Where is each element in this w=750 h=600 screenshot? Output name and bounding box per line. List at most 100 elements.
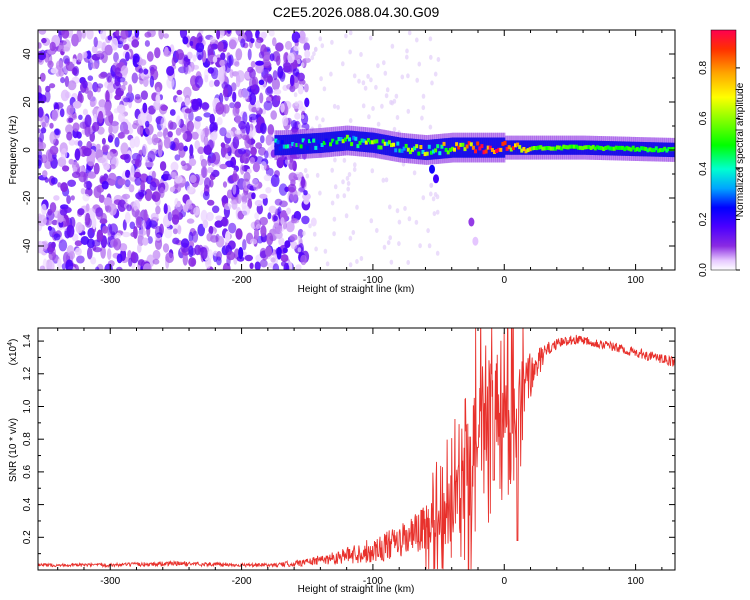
spectrogram-band-edge [499, 137, 502, 158]
spectrogram-noise-cell [107, 248, 112, 260]
spectrogram-noise-cell [221, 81, 228, 90]
spectrogram-noise-cell [147, 150, 156, 162]
spectrogram-noise-cell [278, 237, 285, 246]
spectrogram-noise-cell [222, 181, 228, 188]
spectrogram-noise-cell [186, 218, 195, 224]
spectrogram-noise-cell [81, 30, 86, 39]
spectrogram-band-core [619, 145, 622, 150]
spectrogram-faint-cell [315, 115, 319, 121]
spectrogram-noise-cell [65, 124, 74, 135]
spectrogram-faint-cell [394, 93, 399, 99]
spectrogram-noise-cell [176, 115, 181, 127]
spectrogram-noise-cell [278, 183, 288, 196]
spectrogram-noise-cell [127, 84, 133, 94]
spectrogram-band-core [417, 151, 421, 156]
spectrogram-noise-cell [140, 90, 148, 100]
spectrogram-band-edge [357, 131, 360, 152]
snr-xtick-label: -300 [100, 576, 120, 587]
spectrogram-noise-cell [273, 215, 278, 222]
spectrogram-noise-cell [158, 30, 165, 40]
spectrogram-noise-cell [116, 253, 123, 264]
spectrogram-band-core [530, 146, 534, 151]
spectrogram-band-core [661, 148, 665, 153]
spectrogram-noise-cell [288, 172, 298, 182]
spectrogram-band-core [301, 138, 305, 143]
spectrogram-noise-cell [186, 51, 193, 60]
spectrogram-noise-cell [254, 261, 261, 270]
spectrogram-noise-cell [229, 102, 235, 109]
spectrogram-noise-cell [184, 97, 191, 107]
spectrogram-band-edge [388, 135, 392, 156]
spectrogram-faint-cell [346, 181, 351, 186]
spectrogram-noise-cell [273, 88, 282, 95]
spectrogram-faint-cell [341, 61, 345, 67]
spectrogram-noise-cell [295, 264, 302, 270]
spectrogram-faint-cell [429, 182, 434, 188]
spectrogram-noise-cell [256, 203, 263, 215]
spectrogram-noise-cell [96, 229, 104, 242]
spectrogram-noise-cell [182, 36, 189, 45]
snr-xtick-label: -200 [232, 576, 252, 587]
spectrogram-band-core [673, 146, 675, 151]
spectrogram-noise-cell [171, 56, 177, 67]
spectrogram-noise-cell [120, 65, 129, 76]
spectrogram-band-edge [461, 137, 465, 158]
spectrogram-noise-cell [298, 187, 305, 193]
spectrogram-faint-cell [361, 80, 366, 86]
spectrogram-noise-cell [116, 266, 123, 270]
spectrogram-noise-cell [218, 70, 224, 83]
spectrogram-xtick-label: 0 [501, 275, 507, 286]
spectrogram-noise-cell [294, 112, 301, 120]
spectrogram-band-edge [514, 140, 518, 155]
spectrogram-noise-cell [47, 60, 54, 69]
spectrogram-noise-cell [148, 220, 158, 228]
spectrogram-faint-cell [321, 117, 325, 123]
spectrogram-faint-cell [330, 167, 335, 173]
spectrogram-noise-cell [254, 39, 262, 49]
spectrogram-noise-cell [209, 113, 215, 125]
spectrogram-band-core [497, 147, 501, 152]
spectrogram-noise-cell [290, 74, 295, 87]
spectrogram-noise-cell [189, 174, 197, 184]
spectrogram-band-core [402, 146, 406, 151]
spectrogram-band-core [669, 147, 673, 152]
spectrogram-noise-cell [146, 51, 154, 62]
spectrogram-noise-cell [109, 223, 118, 236]
spectrogram-band-core [320, 143, 324, 147]
spectrogram-noise-cell [44, 177, 49, 183]
spectrogram-noise-cell [196, 48, 204, 61]
spectrogram-band-core [394, 148, 398, 153]
spectrogram-noise-cell [42, 170, 48, 178]
spectrogram-band-core [398, 148, 402, 153]
spectrogram-noise-cell [286, 207, 291, 215]
spectrogram-xtick-label: -100 [363, 275, 383, 286]
spectrogram-noise-cell [120, 30, 129, 40]
spectrogram-noise-cell [67, 80, 77, 91]
spectrogram-faint-cell [318, 36, 323, 42]
spectrogram-noise-cell [241, 88, 249, 100]
spectrogram-band-edge [491, 137, 494, 158]
spectrogram-noise-cell [74, 247, 82, 256]
spectrogram-noise-cell [98, 194, 105, 203]
spectrogram-noise-cell [166, 76, 175, 89]
spectrogram-faint-cell [352, 167, 357, 172]
spectrogram-band-core [461, 142, 465, 147]
spectrogram-band-core [600, 146, 604, 151]
spectrogram-band-edge [313, 133, 317, 154]
spectrogram-faint-cell [361, 103, 366, 109]
spectrogram-noise-cell [215, 102, 225, 115]
spectrogram-blob [433, 174, 439, 184]
spectrogram-noise-cell [66, 131, 73, 141]
spectrogram-noise-cell [117, 132, 125, 139]
spectrogram-noise-cell [66, 195, 71, 205]
spectrogram-noise-cell [53, 195, 60, 201]
spectrogram-faint-cell [366, 73, 370, 79]
spectrogram-band-edge [351, 130, 354, 151]
spectrogram-noise-cell [207, 67, 215, 74]
colorbar-gradient [711, 30, 736, 270]
spectrogram-noise-cell [206, 211, 214, 222]
spectrogram-band-core [629, 147, 633, 152]
spectrogram-band-core [425, 151, 429, 156]
spectrogram-noise-cell [248, 113, 258, 121]
spectrogram-noise-cell [88, 171, 97, 179]
